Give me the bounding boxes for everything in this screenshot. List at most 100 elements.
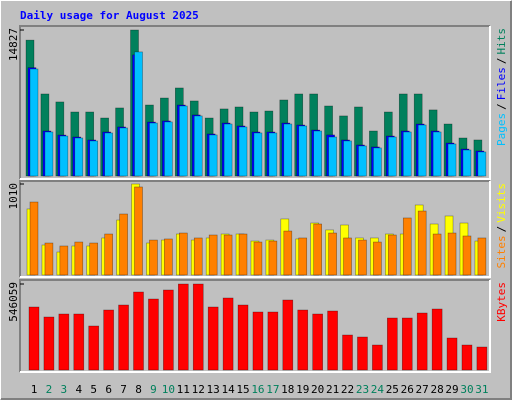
panel-bevel-light — [20, 280, 491, 373]
x-tick-label: 6 — [105, 383, 112, 396]
bar — [104, 132, 113, 177]
x-tick-label: 8 — [135, 383, 142, 396]
bar — [59, 135, 69, 177]
bar — [43, 316, 55, 371]
x-tick-label: 21 — [326, 383, 339, 396]
panel-bevel-dark — [19, 25, 490, 179]
bar — [342, 334, 353, 371]
bar — [417, 210, 427, 276]
bar — [358, 239, 367, 276]
x-tick-label: 11 — [177, 383, 190, 396]
x-tick-label: 20 — [311, 383, 324, 396]
bar — [388, 234, 397, 276]
bar — [179, 232, 188, 276]
y-tick-label: 14827 — [7, 28, 20, 61]
legend-separator: / — [495, 103, 508, 110]
bar — [432, 131, 442, 177]
bar — [59, 245, 69, 276]
x-tick-label: 26 — [401, 383, 414, 396]
bar — [237, 304, 249, 371]
x-tick-label: 17 — [266, 383, 279, 396]
bar — [133, 291, 144, 371]
bar — [44, 131, 54, 177]
bar — [89, 140, 99, 177]
bar — [268, 240, 278, 276]
bar — [223, 123, 233, 177]
x-tick-label: 30 — [460, 383, 473, 396]
bar — [118, 304, 129, 371]
x-tick-label: 23 — [356, 383, 369, 396]
bar — [193, 115, 203, 177]
x-tick-label: 31 — [475, 383, 488, 396]
legend-separator: / — [495, 226, 508, 233]
x-tick-label: 18 — [281, 383, 294, 396]
bar — [268, 132, 278, 177]
bar — [313, 130, 322, 177]
bar — [417, 124, 427, 177]
bar — [223, 234, 233, 276]
x-tick-label: 10 — [162, 383, 175, 396]
legend: Sites / Visits — [495, 183, 508, 269]
bar — [208, 134, 218, 177]
y-tick-label: 546059 — [7, 282, 20, 322]
bar — [58, 313, 70, 371]
bar — [134, 186, 143, 276]
x-tick-label: 25 — [386, 383, 399, 396]
y-tick-label: 1010 — [7, 183, 20, 210]
bar — [73, 313, 85, 371]
bar — [119, 127, 128, 177]
bar — [402, 217, 412, 276]
x-tick-label: 7 — [120, 383, 127, 396]
bar — [88, 325, 100, 371]
bar — [476, 346, 488, 371]
x-tick-label: 24 — [371, 383, 385, 396]
bar — [431, 308, 443, 371]
bar — [179, 105, 188, 177]
bar — [149, 239, 158, 276]
bar — [164, 238, 173, 276]
bar — [357, 336, 368, 371]
bar — [29, 201, 39, 276]
x-tick-label: 5 — [90, 383, 97, 396]
panel-bevel-light — [20, 181, 491, 278]
bar — [388, 136, 397, 177]
bar — [343, 140, 352, 177]
x-tick-label: 4 — [75, 383, 82, 396]
bar — [387, 317, 398, 371]
bar — [477, 151, 487, 177]
x-tick-label: 15 — [236, 383, 249, 396]
bar — [373, 147, 382, 177]
bar — [297, 309, 309, 371]
bar — [119, 213, 128, 276]
bar — [164, 121, 173, 177]
bar — [178, 283, 189, 371]
bar — [222, 297, 234, 371]
x-tick-label: 1 — [31, 383, 38, 396]
bar — [446, 337, 458, 371]
bar — [238, 233, 248, 276]
bar — [298, 125, 308, 177]
bar — [283, 123, 293, 177]
bar — [44, 242, 54, 276]
x-tick-label: 22 — [341, 383, 354, 396]
bar — [207, 306, 219, 371]
bar — [343, 237, 352, 276]
legend: KBytes — [495, 282, 508, 322]
bar — [192, 283, 204, 371]
x-tick-label: 2 — [46, 383, 53, 396]
bar — [104, 233, 113, 276]
bar — [252, 311, 264, 371]
bar — [193, 237, 203, 276]
x-tick-label: 3 — [61, 383, 68, 396]
bar — [328, 232, 337, 276]
bar — [28, 306, 40, 371]
bar — [462, 235, 472, 276]
bar — [358, 145, 367, 177]
bar — [208, 234, 218, 276]
bar — [462, 149, 472, 177]
bar — [461, 344, 473, 371]
bar — [447, 143, 457, 177]
bar — [312, 313, 323, 371]
